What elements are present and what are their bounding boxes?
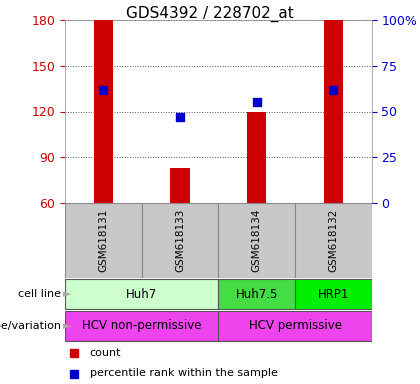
Bar [218, 203, 295, 278]
Text: Huh7: Huh7 [126, 288, 158, 301]
Text: genotype/variation: genotype/variation [0, 321, 61, 331]
Text: HRP1: HRP1 [318, 288, 349, 301]
Text: cell line: cell line [18, 289, 61, 299]
Bar [171, 168, 190, 203]
Text: percentile rank within the sample: percentile rank within the sample [89, 369, 278, 379]
Bar [65, 279, 218, 310]
Text: count: count [89, 348, 121, 358]
Bar [247, 111, 266, 203]
Bar [142, 203, 218, 278]
Text: Huh7.5: Huh7.5 [236, 288, 278, 301]
Text: GDS4392 / 228702_at: GDS4392 / 228702_at [126, 6, 294, 22]
Point [100, 86, 107, 93]
Bar [295, 279, 372, 310]
Point [330, 86, 337, 93]
Bar [65, 311, 218, 341]
Bar [218, 279, 295, 310]
Point [253, 99, 260, 106]
Bar [324, 20, 343, 203]
Text: HCV non-permissive: HCV non-permissive [82, 319, 202, 333]
Text: HCV permissive: HCV permissive [249, 319, 341, 333]
Bar [94, 20, 113, 203]
Text: ►: ► [63, 321, 71, 331]
Bar [65, 203, 142, 278]
Text: ►: ► [63, 289, 71, 299]
Text: GSM618133: GSM618133 [175, 209, 185, 272]
Text: GSM618134: GSM618134 [252, 209, 262, 272]
Bar [295, 203, 372, 278]
Bar [218, 311, 372, 341]
Text: GSM618132: GSM618132 [328, 209, 339, 272]
Point [177, 114, 184, 120]
Text: GSM618131: GSM618131 [98, 209, 108, 272]
